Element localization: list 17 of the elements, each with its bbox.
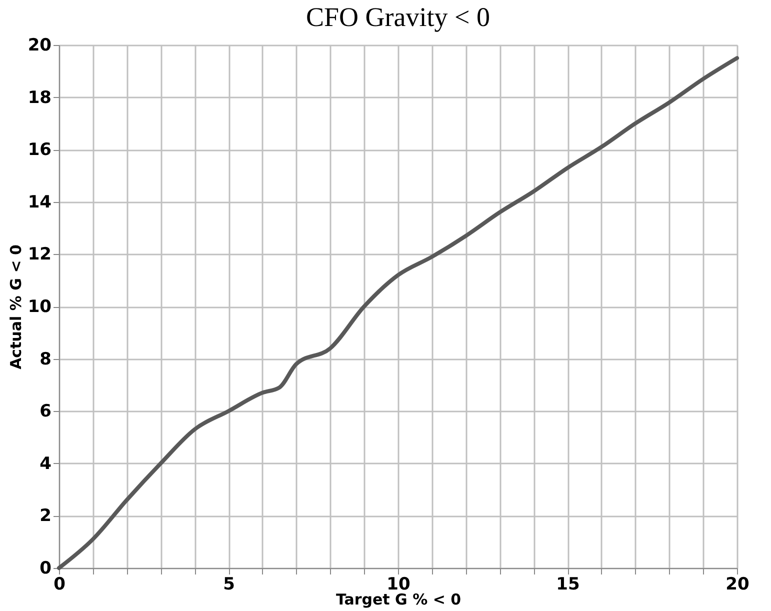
y-tick-label: 4: [40, 454, 52, 474]
y-tick-label: 10: [28, 297, 52, 317]
x-tick-label: 0: [54, 574, 66, 594]
x-tick-label: 15: [556, 574, 580, 594]
y-tick-label: 20: [28, 36, 52, 56]
x-tick-label: 20: [726, 574, 750, 594]
y-tick-label: 2: [40, 506, 52, 526]
y-tick-label: 16: [28, 140, 52, 160]
x-tick-label: 5: [223, 574, 235, 594]
y-axis-title: Actual % G < 0: [6, 244, 25, 370]
y-tick-label: 14: [28, 192, 52, 212]
y-tick-label: 12: [28, 244, 52, 265]
y-tick-label: 8: [40, 349, 52, 370]
y-tick-label: 0: [40, 558, 52, 578]
chart-title: CFO Gravity < 0: [306, 2, 490, 32]
y-tick-label: 6: [40, 402, 52, 422]
y-tick-label: 18: [28, 88, 52, 108]
